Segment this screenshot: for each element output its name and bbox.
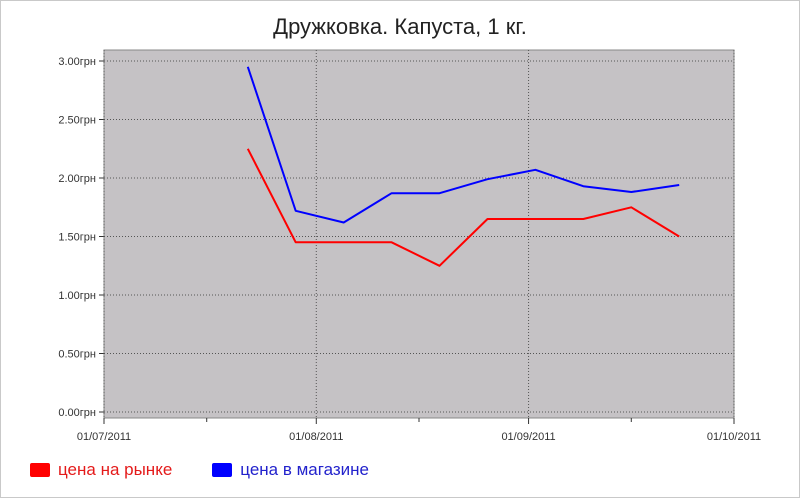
legend-swatch-market [30, 463, 50, 477]
x-tick-label: 01/09/2011 [501, 431, 555, 443]
chart-title: Дружковка. Капуста, 1 кг. [273, 14, 527, 39]
y-tick-label: 3.00грн [58, 56, 96, 68]
y-tick-label: 1.50грн [58, 232, 96, 244]
y-tick-label: 1.00грн [58, 290, 96, 302]
x-tick-label: 01/07/2011 [77, 431, 131, 443]
plot-area [103, 49, 735, 419]
y-tick-label: 0.50грн [58, 349, 96, 361]
series-line-store [246, 66, 680, 224]
y-tick-label: 2.00грн [58, 173, 96, 185]
legend-label-store: цена в магазине [240, 460, 369, 479]
legend: цена на рынке цена в магазине [30, 460, 409, 480]
x-tick-label: 01/08/2011 [289, 431, 343, 443]
series-line-market [246, 148, 680, 267]
legend-item-market: цена на рынке [30, 460, 172, 480]
legend-item-store: цена в магазине [212, 460, 369, 480]
x-tick-label: 01/10/2011 [707, 431, 761, 443]
legend-label-market: цена на рынке [58, 460, 173, 479]
y-tick-label: 0.00грн [58, 407, 96, 419]
legend-swatch-store [212, 463, 233, 477]
y-tick-label: 2.50грн [58, 115, 96, 127]
